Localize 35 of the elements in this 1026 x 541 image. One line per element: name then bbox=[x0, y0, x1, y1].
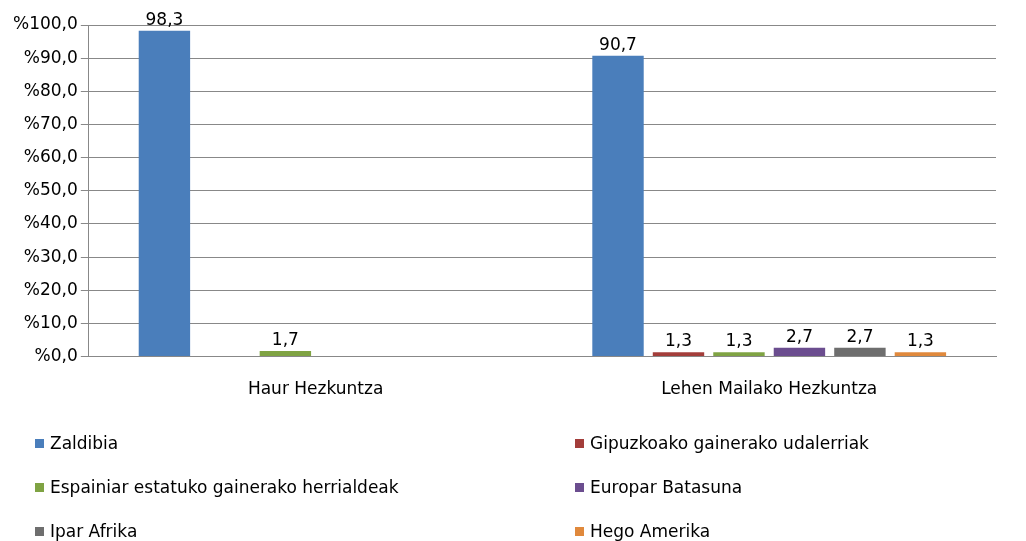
x-tick-label: Lehen Mailako Hezkuntza bbox=[661, 378, 878, 399]
legend-label: Ipar Afrika bbox=[50, 521, 138, 541]
y-tick-label: %60,0 bbox=[23, 146, 78, 167]
x-tick-label: Haur Hezkuntza bbox=[247, 378, 384, 399]
y-tick-label: %0,0 bbox=[34, 345, 78, 366]
data-label: 1,7 bbox=[271, 328, 299, 349]
legend-label: Gipuzkoako gainerako udalerriak bbox=[590, 433, 869, 453]
bar bbox=[259, 350, 312, 357]
data-label: 2,7 bbox=[785, 325, 813, 346]
y-tick-label: %100,0 bbox=[12, 13, 78, 34]
bar bbox=[894, 352, 947, 357]
data-label: 1,3 bbox=[664, 330, 693, 351]
bar bbox=[138, 30, 191, 357]
data-label: 2,7 bbox=[846, 325, 874, 346]
bar bbox=[652, 352, 705, 357]
legend-label: Espainiar estatuko gainerako herrialdeak bbox=[50, 477, 399, 497]
data-label: 90,7 bbox=[599, 33, 637, 54]
data-label: 1,3 bbox=[725, 330, 753, 351]
data-label: 1,3 bbox=[906, 330, 934, 351]
bar bbox=[834, 347, 886, 357]
y-tick-label: %70,0 bbox=[23, 112, 78, 133]
data-label: 98,3 bbox=[145, 8, 184, 29]
legend-label: Zaldibia bbox=[50, 433, 119, 453]
y-tick-label: %10,0 bbox=[23, 311, 78, 332]
bar bbox=[713, 352, 765, 357]
y-tick-label: %20,0 bbox=[23, 278, 78, 299]
legend-label: Europar Batasuna bbox=[590, 477, 743, 497]
y-tick-label: %50,0 bbox=[23, 179, 78, 200]
legend-label: Hego Amerika bbox=[590, 521, 711, 541]
y-tick-label: %30,0 bbox=[23, 245, 78, 266]
y-tick-label: %90,0 bbox=[23, 46, 78, 67]
y-tick-label: %80,0 bbox=[23, 79, 78, 100]
y-tick-label: %40,0 bbox=[23, 212, 78, 233]
bar bbox=[773, 347, 826, 357]
bar bbox=[592, 55, 644, 357]
